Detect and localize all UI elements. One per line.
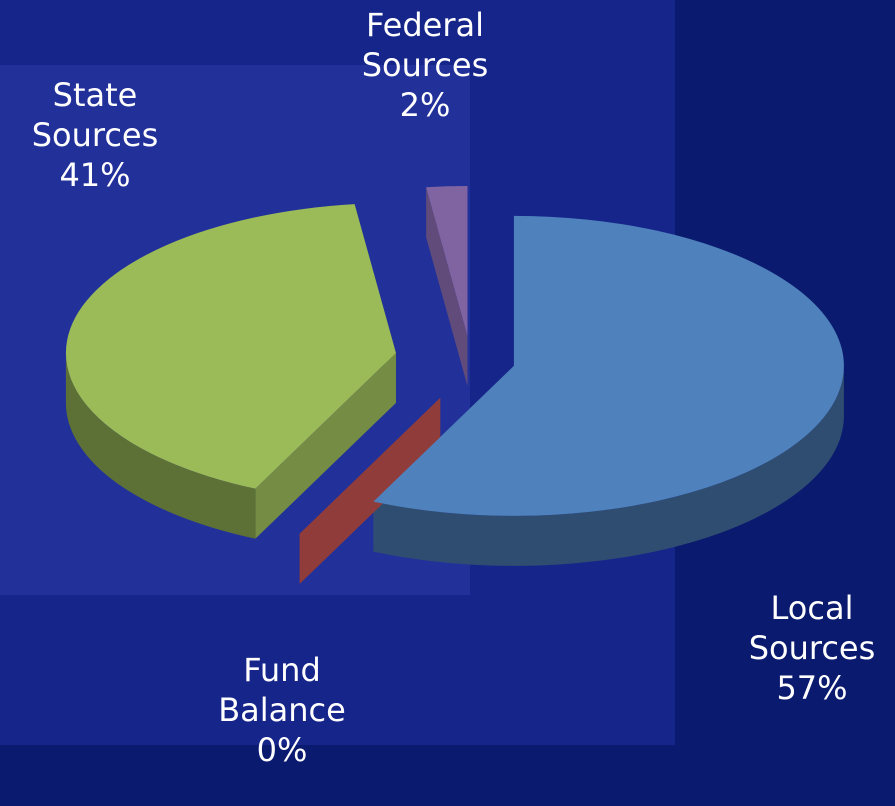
slice-wall bbox=[65, 352, 256, 539]
slice-side bbox=[426, 187, 468, 387]
value-label: 2% bbox=[399, 86, 451, 124]
slice bbox=[65, 204, 396, 489]
slice-label: Local Sources 57% bbox=[732, 588, 892, 708]
slice-label: Federal Sources 2% bbox=[345, 5, 505, 125]
slice bbox=[426, 186, 468, 337]
slice bbox=[373, 215, 844, 516]
category-label: Federal Sources bbox=[361, 6, 489, 84]
slice-label: State Sources 41% bbox=[15, 75, 175, 195]
slice-wall bbox=[373, 365, 844, 566]
category-label: State Sources bbox=[31, 76, 159, 154]
value-label: 57% bbox=[776, 669, 848, 707]
slice-side bbox=[255, 352, 396, 539]
slice-side bbox=[299, 398, 441, 584]
category-label: Local Sources bbox=[748, 589, 876, 667]
slice-tops bbox=[65, 186, 844, 534]
value-label: 41% bbox=[59, 156, 131, 194]
category-label: Fund Balance bbox=[218, 651, 346, 729]
slice-label: Fund Balance 0% bbox=[202, 650, 362, 770]
value-label: 0% bbox=[256, 731, 308, 769]
